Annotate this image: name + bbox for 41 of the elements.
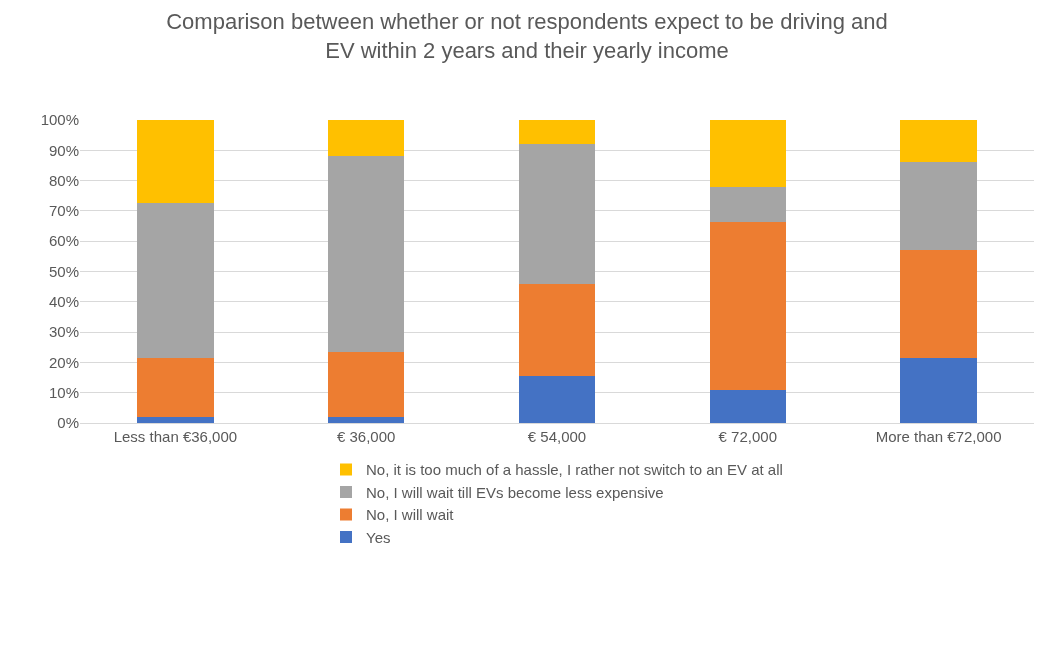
bar [709,120,786,187]
legend-label: No, I will wait [366,506,455,524]
bar [900,120,977,163]
bar [518,376,596,423]
bar [709,221,786,390]
bar [137,416,214,423]
legend-label: No, it is too much of a hassle, I rather not switch to an EV at all [366,461,783,479]
y-tick-label: 60% [48,232,79,250]
x-tick-label: € 54,000 [527,428,587,445]
y-tick-label: 90% [48,141,79,159]
bar [137,120,214,204]
bar [137,203,214,358]
chart-title: Comparison between whether or not respondents expect to be driving and EV within 2 years and their yearly income [166,9,888,63]
bar [518,120,596,145]
bar [518,283,596,377]
x-tick-label: € 36,000 [337,428,396,445]
bar [137,357,214,417]
bar [328,351,405,417]
bar [328,416,405,423]
y-tick-label: 40% [48,293,79,311]
y-tick-label: 0% [57,414,79,432]
bar [900,357,977,423]
bar [900,250,977,358]
bar [328,156,405,352]
x-tick-label: € 72,000 [718,428,777,445]
y-tick-label: 80% [48,171,79,189]
y-tick-label: 20% [48,353,79,371]
bar [709,389,786,423]
bar [328,120,405,157]
legend-label: Yes [366,528,391,546]
y-tick-label: 10% [48,383,79,401]
y-tick-label: 100% [40,111,79,129]
bar [900,162,977,251]
y-tick-label: 30% [48,323,79,341]
bar [518,144,596,284]
y-tick-label: 70% [48,202,79,220]
x-tick-label: More than €72,000 [875,428,1002,445]
x-tick-label: Less than €36,000 [113,428,238,445]
y-tick-label: 50% [48,262,79,280]
bar [709,186,786,222]
legend-label: No, I will wait till EVs become less expensive [366,483,664,501]
